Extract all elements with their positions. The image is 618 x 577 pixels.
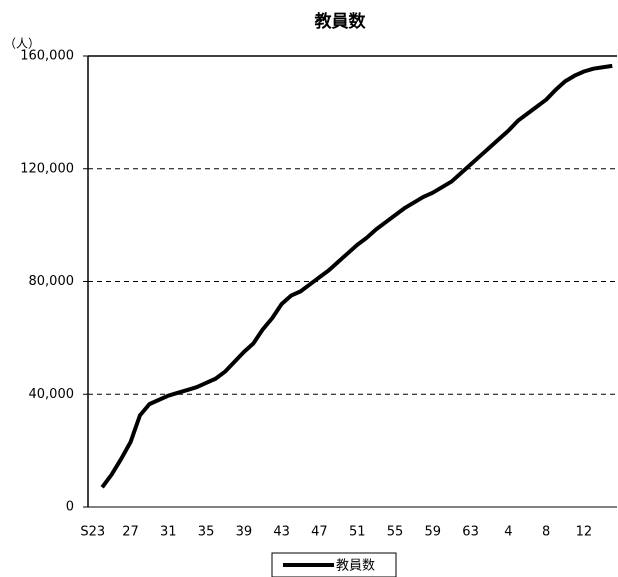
y-tick-label: 0	[66, 500, 74, 515]
y-tick-label: 160,000	[20, 49, 74, 64]
y-tick-label: 40,000	[29, 387, 75, 402]
y-tick-label: 80,000	[29, 274, 75, 289]
x-tick-label: 55	[387, 525, 404, 540]
x-tick-label: 43	[273, 525, 290, 540]
x-tick-label: 8	[542, 525, 550, 540]
x-tick-label: S23	[80, 525, 105, 540]
x-tick-label: 4	[504, 525, 512, 540]
x-tick-label: 35	[198, 525, 215, 540]
legend-label: 教員数	[336, 558, 375, 574]
chart-title: 教員数	[314, 11, 367, 32]
x-tick-label: 59	[425, 525, 442, 540]
y-tick-label: 120,000	[20, 161, 74, 176]
y-unit-label: （人）	[4, 37, 40, 51]
x-tick-label: 47	[311, 525, 328, 540]
x-tick-label: 63	[462, 525, 479, 540]
x-tick-label: 39	[236, 525, 253, 540]
x-tick-label: 12	[576, 525, 593, 540]
x-tick-label: 31	[160, 525, 177, 540]
line	[100, 63, 613, 489]
x-tick-label: 51	[349, 525, 366, 540]
x-tick-label: 27	[122, 525, 139, 540]
